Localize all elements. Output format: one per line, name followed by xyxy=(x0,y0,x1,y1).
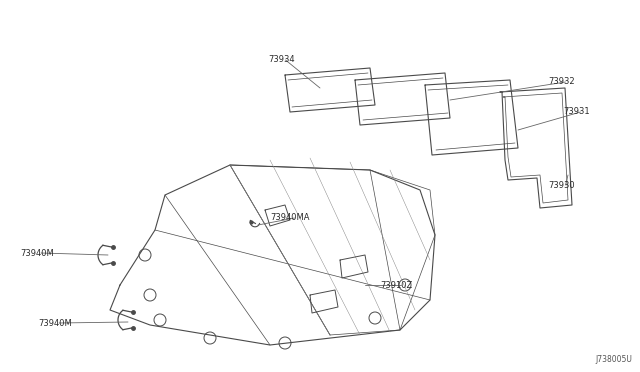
Text: 73931: 73931 xyxy=(563,108,589,116)
Text: 73930: 73930 xyxy=(548,180,575,189)
Text: 73932: 73932 xyxy=(548,77,575,87)
Text: 73940MA: 73940MA xyxy=(270,214,310,222)
Text: 73910Z: 73910Z xyxy=(380,280,412,289)
Text: J738005U: J738005U xyxy=(595,355,632,364)
Text: 73934: 73934 xyxy=(268,55,294,64)
Text: 73940M: 73940M xyxy=(38,318,72,327)
Text: 73940M: 73940M xyxy=(20,248,54,257)
